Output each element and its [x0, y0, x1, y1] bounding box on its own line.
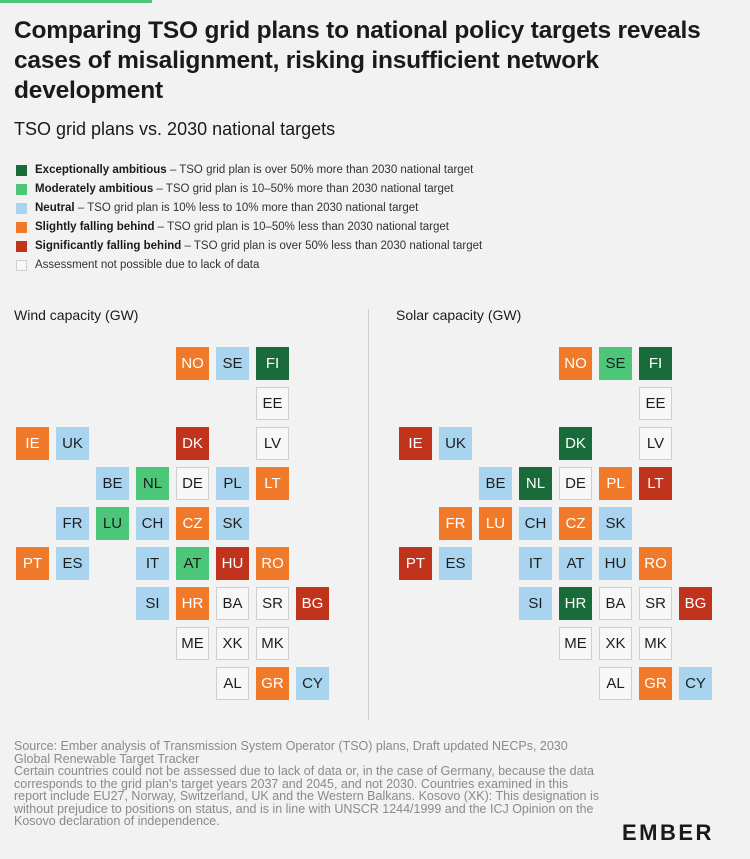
- country-tile-me: ME: [176, 627, 209, 660]
- country-tile-fi: FI: [256, 347, 289, 380]
- country-tile-pt: PT: [16, 547, 49, 580]
- country-tile-ba: BA: [599, 587, 632, 620]
- country-tile-cz: CZ: [176, 507, 209, 540]
- country-tile-ie: IE: [16, 427, 49, 460]
- legend-description: Assessment not possible due to lack of d…: [35, 259, 260, 271]
- country-tile-al: AL: [216, 667, 249, 700]
- country-tile-bg: BG: [296, 587, 329, 620]
- country-tile-nl: NL: [519, 467, 552, 500]
- country-tile-xk: XK: [216, 627, 249, 660]
- country-tile-at: AT: [176, 547, 209, 580]
- country-tile-lu: LU: [479, 507, 512, 540]
- country-tile-ro: RO: [256, 547, 289, 580]
- solar-panel-title: Solar capacity (GW): [396, 307, 522, 323]
- country-tile-fr: FR: [56, 507, 89, 540]
- country-tile-mk: MK: [639, 627, 672, 660]
- country-tile-si: SI: [519, 587, 552, 620]
- source-note: Source: Ember analysis of Transmission S…: [14, 739, 568, 766]
- country-tile-it: IT: [519, 547, 552, 580]
- country-tile-cy: CY: [679, 667, 712, 700]
- country-tile-cy: CY: [296, 667, 329, 700]
- top-accent-bar: [0, 0, 152, 3]
- country-tile-be: BE: [96, 467, 129, 500]
- country-tile-no: NO: [176, 347, 209, 380]
- legend-swatch-exceptionally-ambitious: [16, 165, 27, 176]
- country-tile-at: AT: [559, 547, 592, 580]
- country-tile-uk: UK: [439, 427, 472, 460]
- legend-label: Significantly falling behind: [35, 240, 182, 252]
- country-tile-lv: LV: [256, 427, 289, 460]
- panel-divider: [368, 309, 369, 720]
- country-tile-sk: SK: [216, 507, 249, 540]
- legend-swatch-moderately-ambitious: [16, 184, 27, 195]
- legend-description: – TSO grid plan is over 50% less than 20…: [181, 240, 483, 252]
- country-tile-uk: UK: [56, 427, 89, 460]
- country-tile-ro: RO: [639, 547, 672, 580]
- legend-swatch-neutral: [16, 203, 27, 214]
- legend-label: Moderately ambitious: [35, 183, 154, 195]
- country-tile-be: BE: [479, 467, 512, 500]
- country-tile-es: ES: [56, 547, 89, 580]
- country-tile-si: SI: [136, 587, 169, 620]
- legend-description: – TSO grid plan is 10–50% less than 2030…: [154, 221, 449, 233]
- footer-notes: Source: Ember analysis of Transmission S…: [14, 740, 604, 828]
- country-tile-mk: MK: [256, 627, 289, 660]
- page-subtitle: TSO grid plans vs. 2030 national targets: [14, 119, 336, 139]
- ember-logo: EMBER: [622, 820, 714, 845]
- country-tile-ee: EE: [256, 387, 289, 420]
- country-tile-pl: PL: [216, 467, 249, 500]
- country-tile-se: SE: [216, 347, 249, 380]
- country-tile-ch: CH: [136, 507, 169, 540]
- country-tile-ie: IE: [399, 427, 432, 460]
- page-title: Comparing TSO grid plans to national pol…: [14, 17, 701, 104]
- country-tile-lt: LT: [256, 467, 289, 500]
- country-tile-gr: GR: [256, 667, 289, 700]
- country-tile-de: DE: [559, 467, 592, 500]
- country-tile-hr: HR: [559, 587, 592, 620]
- wind-panel-title: Wind capacity (GW): [14, 307, 139, 323]
- methodology-note: Certain countries could not be assessed …: [14, 764, 600, 828]
- country-tile-bg: BG: [679, 587, 712, 620]
- country-tile-me: ME: [559, 627, 592, 660]
- country-tile-se: SE: [599, 347, 632, 380]
- country-tile-fi: FI: [639, 347, 672, 380]
- country-tile-ba: BA: [216, 587, 249, 620]
- legend-description: – TSO grid plan is 10–50% more than 2030…: [153, 183, 454, 195]
- country-tile-cz: CZ: [559, 507, 592, 540]
- country-tile-xk: XK: [599, 627, 632, 660]
- country-tile-de: DE: [176, 467, 209, 500]
- legend-swatch-significantly-falling-behind: [16, 241, 27, 252]
- country-tile-nl: NL: [136, 467, 169, 500]
- legend-description: – TSO grid plan is over 50% more than 20…: [166, 164, 474, 176]
- country-tile-pt: PT: [399, 547, 432, 580]
- country-tile-al: AL: [599, 667, 632, 700]
- country-tile-hr: HR: [176, 587, 209, 620]
- legend-description: – TSO grid plan is 10% less to 10% more …: [74, 202, 419, 214]
- country-tile-pl: PL: [599, 467, 632, 500]
- legend-label: Neutral: [35, 202, 75, 214]
- country-tile-dk: DK: [176, 427, 209, 460]
- legend-swatch-no-data: [16, 260, 27, 271]
- country-tile-it: IT: [136, 547, 169, 580]
- country-tile-lt: LT: [639, 467, 672, 500]
- country-tile-sr: SR: [639, 587, 672, 620]
- country-tile-es: ES: [439, 547, 472, 580]
- legend-label: Exceptionally ambitious: [35, 164, 167, 176]
- country-tile-dk: DK: [559, 427, 592, 460]
- legend-label: Slightly falling behind: [35, 221, 155, 233]
- legend-swatch-slightly-falling-behind: [16, 222, 27, 233]
- country-tile-ch: CH: [519, 507, 552, 540]
- country-tile-fr: FR: [439, 507, 472, 540]
- country-tile-hu: HU: [216, 547, 249, 580]
- country-tile-ee: EE: [639, 387, 672, 420]
- country-tile-no: NO: [559, 347, 592, 380]
- country-tile-lu: LU: [96, 507, 129, 540]
- country-tile-sk: SK: [599, 507, 632, 540]
- country-tile-sr: SR: [256, 587, 289, 620]
- country-tile-gr: GR: [639, 667, 672, 700]
- country-tile-lv: LV: [639, 427, 672, 460]
- country-tile-hu: HU: [599, 547, 632, 580]
